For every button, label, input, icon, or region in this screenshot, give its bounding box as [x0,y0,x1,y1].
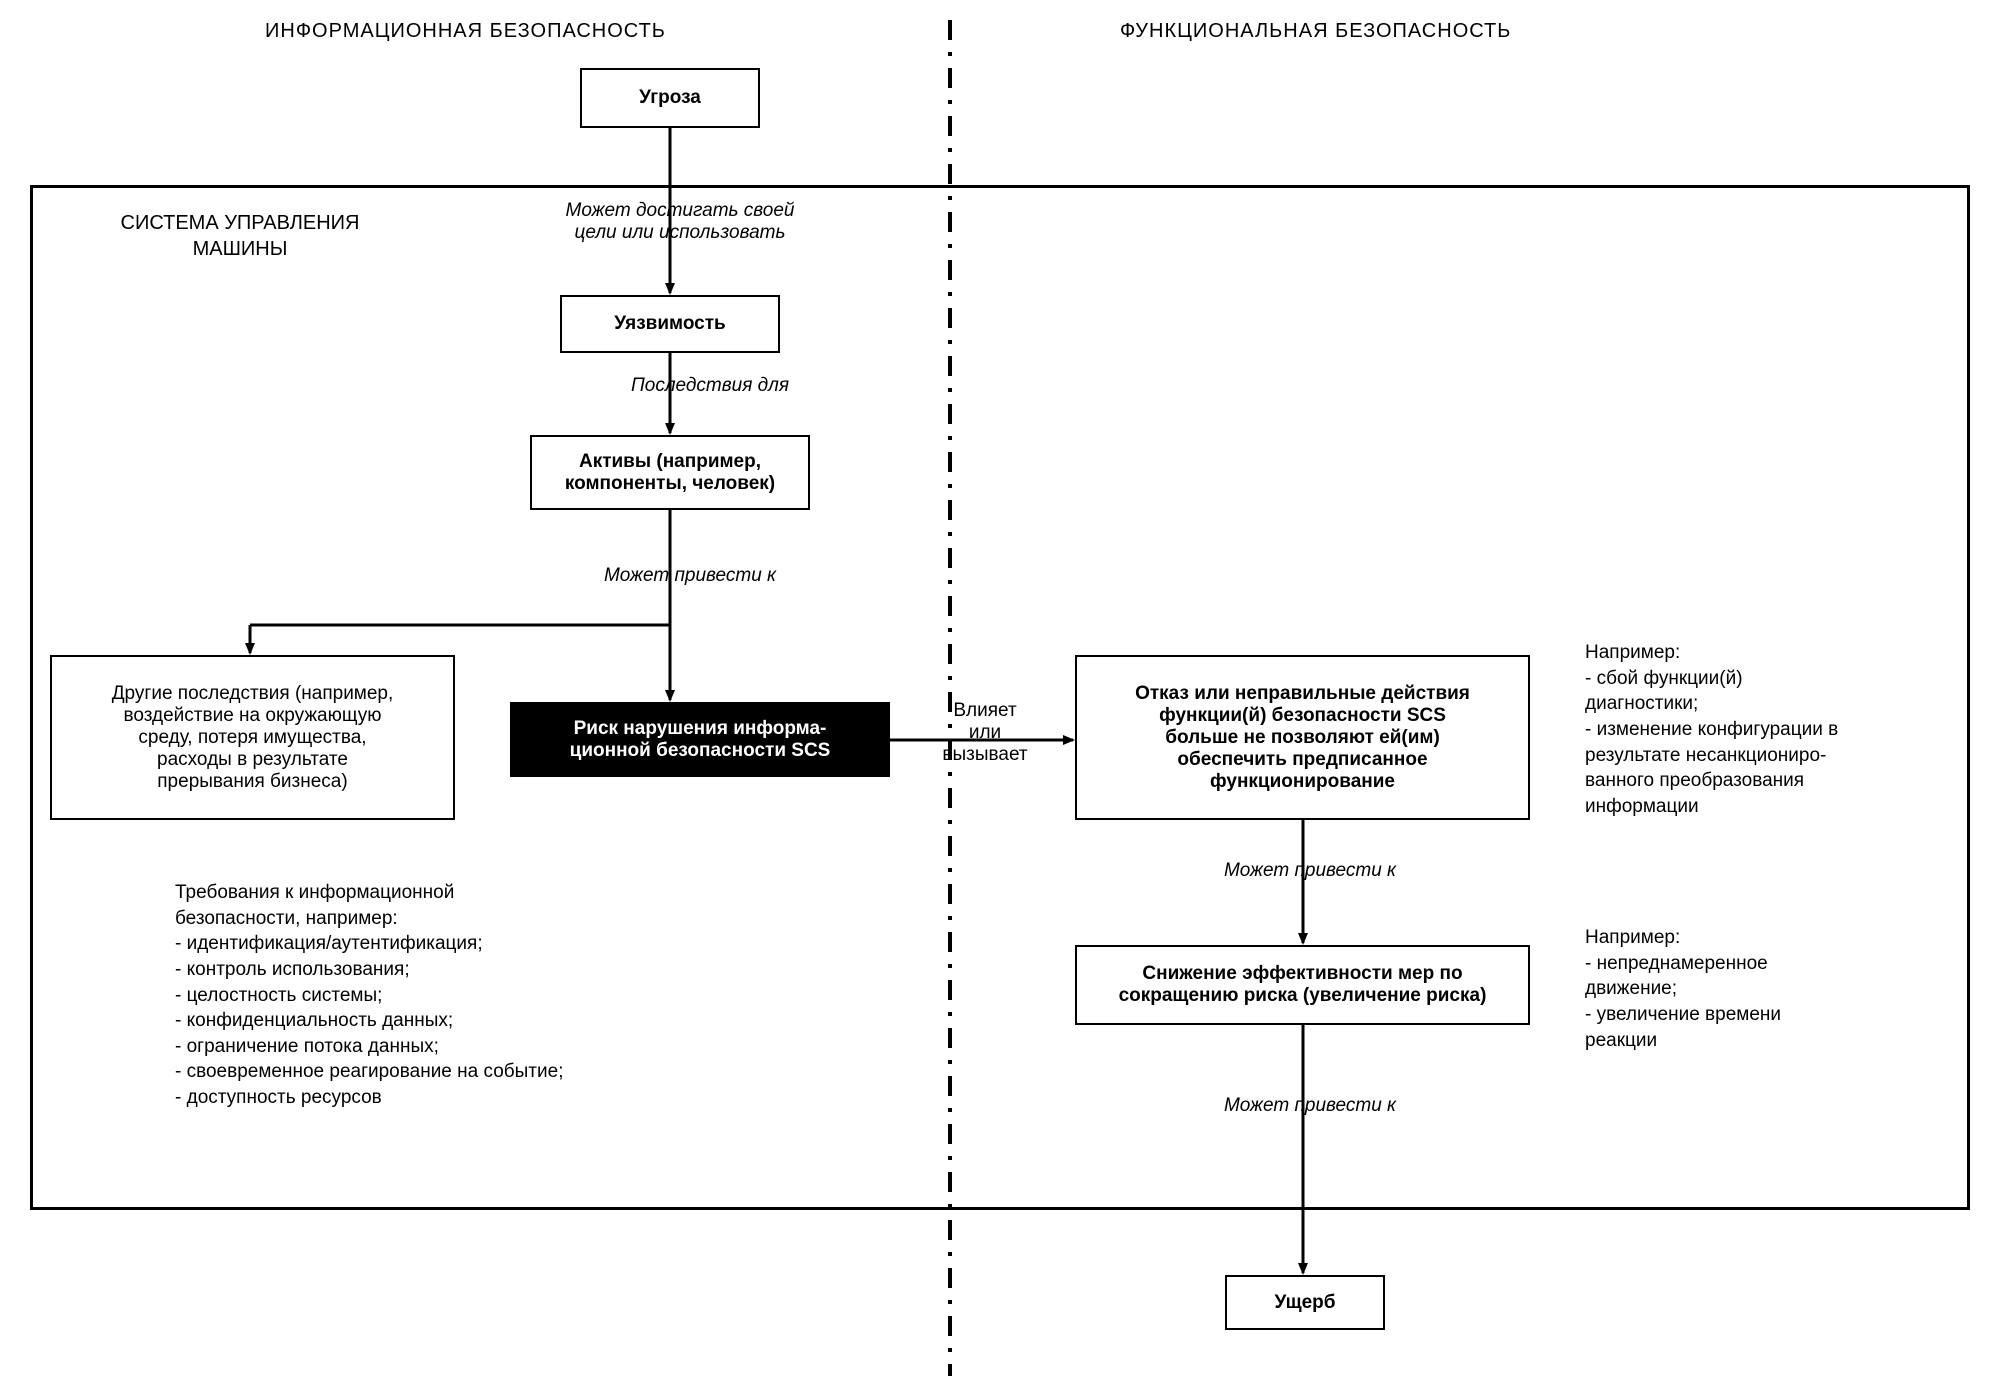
node-harm: Ущерб [1225,1275,1385,1330]
annotation-failure-examples: Например:- сбой функции(й)диагностики;- … [1585,640,1965,819]
edge-label-risk-failure: Влияетиливызывает [920,700,1050,766]
node-failure: Отказ или неправильные действияфункции(й… [1075,655,1530,820]
header-right: ФУНКЦИОНАЛЬНАЯ БЕЗОПАСНОСТЬ [1120,20,1511,43]
header-left: ИНФОРМАЦИОННАЯ БЕЗОПАСНОСТЬ [265,20,666,43]
node-assets: Активы (например,компоненты, человек) [530,435,810,510]
node-threat: Угроза [580,68,760,128]
annotation-reduction-examples: Например:- непреднамеренноедвижение;- ув… [1585,925,1945,1053]
edge-label-threat-vuln: Может достигать своейцели или использова… [510,200,850,244]
edge-label-failure-reduction: Может привести к [1180,860,1440,882]
node-risk: Риск нарушения информа-ционной безопасно… [510,702,890,777]
node-reduction: Снижение эффективности мер посокращению … [1075,945,1530,1025]
node-other: Другие последствия (например,воздействие… [50,655,455,820]
node-vuln: Уязвимость [560,295,780,353]
frame-label: СИСТЕМА УПРАВЛЕНИЯМАШИНЫ [80,210,400,262]
annotation-requirements: Требования к информационнойбезопасности,… [175,880,715,1111]
edge-label-reduction-harm: Может привести к [1180,1095,1440,1117]
edge-label-vuln-assets: Последствия для [580,375,840,397]
edge-label-assets-down: Может привести к [550,565,830,587]
flowchart-canvas: ИНФОРМАЦИОННАЯ БЕЗОПАСНОСТЬ ФУНКЦИОНАЛЬН… [20,20,1992,1376]
